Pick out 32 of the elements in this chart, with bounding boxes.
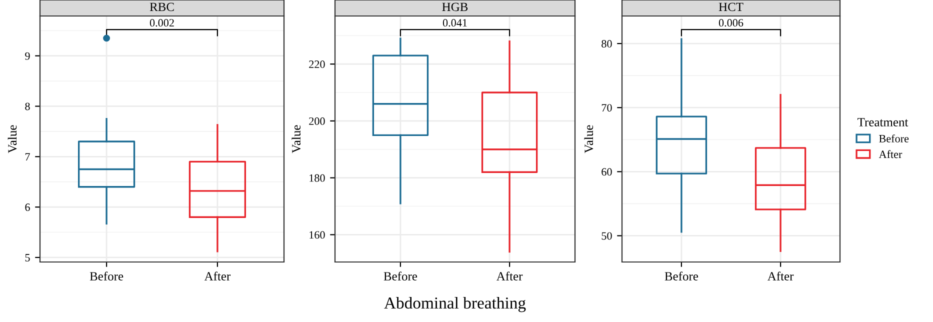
chart-title: RBC [150,2,174,12]
y-axis-title: Value [8,125,17,154]
legend-label: After [878,150,902,158]
y-axis-title: Value [584,125,594,154]
y-tick-label: 8 [25,102,30,110]
y-tick-label: 50 [602,232,612,240]
x-tick-label: Before [664,272,698,281]
y-tick-label: 200 [309,117,325,125]
y-tick-label: 70 [602,104,612,112]
legend-title: Treatment [858,118,908,126]
annotation: 0.002 [150,19,174,27]
y-tick-label: 7 [25,153,30,160]
x-tick-label: After [496,272,523,281]
chart-title: HGB [442,2,468,12]
x-tick-label: Before [90,272,124,281]
annotation: 0.006 [718,19,744,27]
x-tick-label: After [204,272,231,281]
y-tick-label: 5 [25,254,30,262]
x-tick-label: Before [384,272,418,281]
y-tick-label: 80 [602,40,612,48]
x-tick-label: After [767,272,794,281]
y-tick-label: 9 [25,52,30,60]
chart-title: HCT [718,2,744,12]
y-axis-title: Value [292,125,301,154]
y-tick-label: 180 [310,174,325,182]
y-tick-label: 220 [309,60,325,68]
x-axis-title: Abdominal breathing [384,296,526,312]
y-tick-label: 60 [602,168,612,176]
y-tick-label: 160 [310,231,325,239]
legend-label: Before [879,134,909,142]
annotation: 0.041 [442,19,467,27]
y-tick-label: 6 [25,204,30,212]
